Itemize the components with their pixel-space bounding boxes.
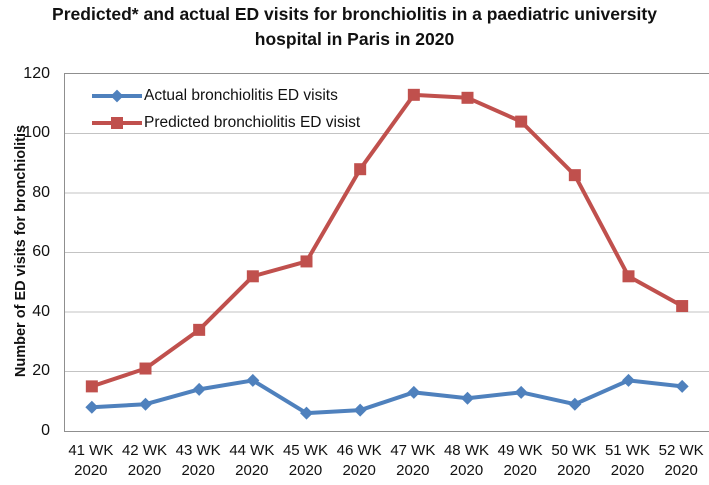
x-tick-label: 45 WK 2020 [279, 441, 333, 480]
x-tick-year: 2020 [396, 461, 430, 479]
data-point-square [193, 323, 206, 336]
x-tick-week: 51 WK [604, 442, 650, 459]
data-point-square [461, 91, 474, 104]
x-tick-year: 2020 [288, 461, 323, 479]
legend-item: Predicted bronchiolitis ED visist [92, 109, 360, 136]
data-point-diamond [461, 391, 474, 405]
x-tick-year: 2020 [503, 461, 537, 479]
x-tick-week: 50 WK [551, 442, 597, 459]
x-tick-year: 2020 [74, 461, 108, 479]
data-point-diamond [622, 373, 635, 387]
data-point-square [85, 380, 98, 393]
legend-line-swatch [92, 89, 142, 102]
legend: Actual bronchiolitis ED visits Predicted … [92, 82, 360, 136]
x-tick-week: 42 WK [121, 442, 167, 459]
y-tick-label: 100 [23, 124, 50, 141]
legend-line-swatch [92, 116, 142, 129]
data-point-square [622, 270, 635, 283]
data-point-diamond [675, 379, 689, 393]
x-tick-year: 2020 [342, 461, 376, 479]
chart-title: Predicted* and actual ED visits for bron… [0, 2, 709, 52]
x-tick-week: 47 WK [390, 442, 436, 459]
data-point-square [300, 255, 313, 268]
y-tick-label: 120 [23, 64, 50, 82]
x-tick-label: 42 WK 2020 [118, 441, 172, 480]
data-point-diamond [85, 400, 99, 414]
x-tick-year: 2020 [127, 461, 162, 479]
x-tick-week: 44 WK [229, 442, 275, 459]
y-tick-label: 80 [32, 183, 50, 201]
x-tick-week: 43 WK [175, 442, 221, 459]
legend-label: Predicted bronchiolitis ED visist [144, 113, 361, 131]
plot-area: Actual bronchiolitis ED visits Predicted … [64, 73, 709, 432]
x-tick-year: 2020 [557, 461, 591, 479]
legend-label: Actual bronchiolitis ED visits [144, 86, 338, 104]
data-point-square [246, 270, 259, 283]
data-point-diamond [568, 397, 582, 411]
x-tick-label: 48 WK 2020 [440, 441, 494, 480]
x-tick-year: 2020 [610, 461, 645, 479]
x-tick-year: 2020 [181, 461, 215, 479]
x-tick-year: 2020 [449, 461, 484, 479]
data-point-diamond [407, 385, 421, 399]
x-tick-label: 51 WK 2020 [601, 441, 655, 480]
x-tick-label: 44 WK 2020 [225, 441, 279, 480]
x-tick-week: 48 WK [443, 442, 489, 459]
data-point-diamond [139, 397, 152, 411]
x-tick-year: 2020 [664, 461, 698, 479]
data-point-diamond [300, 406, 313, 420]
x-tick-label: 52 WK 2020 [654, 441, 708, 480]
chart-svg [65, 88, 709, 420]
data-point-square [515, 115, 528, 128]
x-tick-week: 49 WK [497, 442, 543, 459]
y-tick-label: 60 [32, 243, 50, 260]
chart-title-line2: hospital in Paris in 2020 [254, 29, 455, 49]
y-tick-label: 20 [32, 362, 50, 379]
data-point-square [139, 362, 152, 375]
x-tick-week: 52 WK [658, 442, 704, 459]
series-line-actual [89, 378, 685, 416]
data-point-square [407, 88, 420, 101]
data-point-diamond [353, 403, 367, 417]
x-tick-label: 43 WK 2020 [171, 441, 225, 480]
data-point-square [676, 300, 689, 313]
legend-square-icon [111, 116, 123, 129]
x-tick-week: 46 WK [336, 442, 382, 459]
data-point-diamond [514, 385, 528, 399]
data-point-diamond [246, 373, 260, 387]
x-tick-label: 49 WK 2020 [493, 441, 547, 480]
legend-item: Actual bronchiolitis ED visits [92, 82, 360, 109]
data-point-square [568, 169, 581, 182]
data-point-square [354, 163, 367, 176]
x-tick-week: 45 WK [282, 442, 328, 459]
series-line-predicted [89, 92, 685, 389]
x-tick-label: 47 WK 2020 [386, 441, 440, 480]
chart-title-line1: Predicted* and actual ED visits for bron… [52, 4, 657, 24]
x-tick-label: 41 WK 2020 [64, 441, 118, 480]
x-tick-label: 50 WK 2020 [547, 441, 601, 480]
y-tick-label: 0 [41, 421, 50, 439]
data-point-diamond [192, 382, 206, 396]
legend-diamond-icon [110, 89, 124, 102]
y-tick-label: 40 [32, 302, 50, 320]
x-tick-week: 41 WK [68, 442, 114, 459]
x-tick-label: 46 WK 2020 [332, 441, 386, 480]
x-tick-year: 2020 [235, 461, 269, 479]
